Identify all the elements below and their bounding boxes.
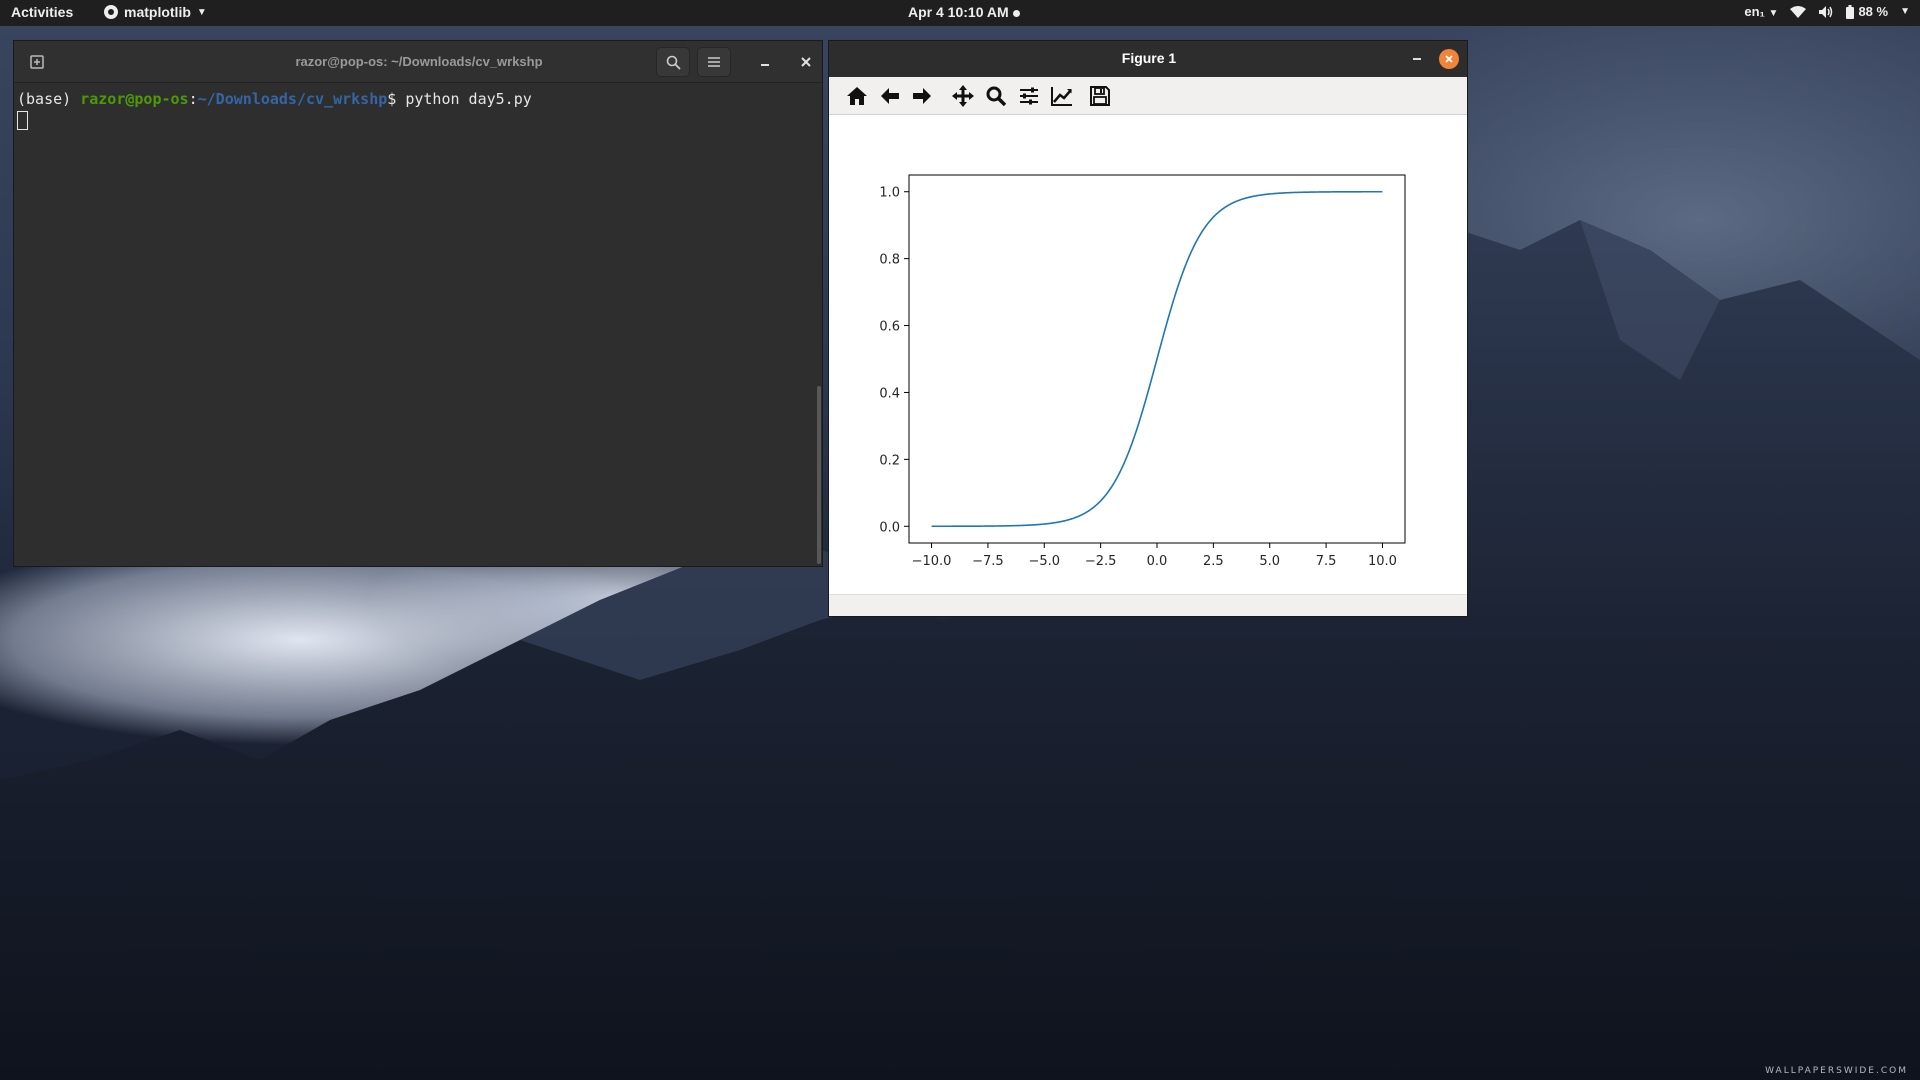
language-label: en₁	[1744, 4, 1765, 19]
app-menu-label: matplotlib	[124, 4, 191, 20]
figure-header[interactable]: Figure 1	[829, 41, 1467, 77]
y-tick-label: 0.8	[879, 253, 900, 268]
y-axis: 0.0 0.2 0.4 0.6 0.8 1.0	[879, 186, 909, 535]
subplots-button[interactable]	[1016, 84, 1042, 108]
wallpaper-watermark: WALLPAPERSWIDE.COM	[1765, 1066, 1908, 1076]
terminal-header[interactable]: razor@pop-os: ~/Downloads/cv_wrkshp	[14, 41, 822, 83]
forward-button[interactable]	[909, 84, 935, 108]
terminal-close-button[interactable]	[795, 51, 817, 73]
figure-close-button[interactable]	[1439, 49, 1459, 69]
back-arrow-icon	[881, 88, 899, 104]
pan-button[interactable]	[950, 84, 976, 108]
figure-title: Figure 1	[1121, 50, 1177, 66]
terminal-minimize-button[interactable]	[754, 51, 776, 73]
save-button[interactable]	[1087, 84, 1113, 108]
minimize-icon	[761, 64, 769, 66]
series-line	[931, 190, 1383, 528]
minimize-icon	[1413, 58, 1421, 60]
subplots-icon	[1020, 87, 1038, 105]
figure-canvas[interactable]: −10.0 −7.5 −5.0 −2.5 0.0 2.5 5.0 7.5 10.0 0.0 0.2…	[829, 116, 1467, 594]
x-tick-label: 5.0	[1259, 554, 1280, 569]
clock-label: Apr 4 10:10 AM	[908, 4, 1009, 20]
app-menu[interactable]: matplotlib ▼	[104, 4, 207, 20]
prompt-env: (base)	[17, 90, 81, 108]
terminal-search-button[interactable]	[656, 47, 690, 77]
wifi-icon	[1790, 5, 1807, 18]
x-axis: −10.0 −7.5 −5.0 −2.5 0.0 2.5 5.0 7.5 10.0	[912, 543, 1397, 569]
y-tick-label: 0.6	[879, 320, 900, 335]
activities-button[interactable]: Activities	[11, 4, 74, 20]
zoom-button[interactable]	[983, 84, 1009, 108]
battery-icon	[1846, 4, 1855, 19]
chevron-down-icon: ▼	[1768, 8, 1779, 19]
prompt-path: ~/Downloads/cv_wrkshp	[197, 90, 388, 108]
terminal-output[interactable]: (base) razor@pop-os:~/Downloads/cv_wrksh…	[16, 85, 816, 565]
y-tick-label: 1.0	[879, 186, 900, 201]
terminal-command: python day5.py	[405, 90, 532, 108]
home-icon	[847, 87, 867, 105]
terminal-scrollbar[interactable]	[817, 386, 821, 564]
close-icon	[1445, 55, 1453, 63]
battery-indicator: 88 %	[1846, 4, 1888, 19]
zoom-icon	[986, 86, 1006, 106]
figure-toolbar	[829, 77, 1467, 115]
terminal-cursor	[17, 111, 28, 130]
edit-axis-icon	[1051, 87, 1072, 106]
close-icon	[801, 57, 811, 67]
prompt-dollar: $	[387, 90, 406, 108]
figure-window[interactable]: Figure 1	[828, 40, 1468, 617]
y-tick-label: 0.2	[879, 453, 900, 468]
pan-icon	[952, 85, 974, 107]
top-bar: Activities matplotlib ▼ Apr 4 10:10 AM e…	[0, 0, 1920, 26]
edit-axis-button[interactable]	[1049, 84, 1075, 108]
y-tick-label: 0.4	[879, 386, 900, 401]
app-gear-icon	[104, 5, 118, 19]
language-indicator[interactable]: en₁ ▼	[1744, 4, 1778, 19]
system-tray[interactable]: en₁ ▼ 88 % ▼	[1744, 4, 1910, 19]
x-tick-label: 10.0	[1368, 554, 1397, 569]
x-tick-label: 0.0	[1147, 554, 1168, 569]
prompt-user: razor@pop-os	[80, 90, 189, 108]
battery-label: 88 %	[1858, 4, 1889, 19]
home-button[interactable]	[844, 84, 870, 108]
terminal-title: razor@pop-os: ~/Downloads/cv_wrkshp	[295, 54, 543, 69]
notification-dot-icon	[1012, 9, 1020, 17]
search-icon	[666, 55, 681, 70]
terminal-window[interactable]: razor@pop-os: ~/Downloads/cv_wrkshp (bas…	[13, 40, 823, 567]
save-icon	[1090, 86, 1110, 106]
x-tick-label: −7.5	[972, 554, 1004, 569]
terminal-menu-button[interactable]	[697, 47, 731, 77]
new-tab-button[interactable]	[24, 50, 50, 74]
clock[interactable]: Apr 4 10:10 AM	[908, 4, 1020, 20]
chevron-down-icon: ▼	[1900, 6, 1910, 17]
terminal-prompt-line: (base) razor@pop-os:~/Downloads/cv_wrksh…	[17, 89, 816, 109]
x-tick-label: 7.5	[1316, 554, 1337, 569]
figure-minimize-button[interactable]	[1407, 49, 1427, 69]
figure-statusbar	[829, 594, 1467, 616]
forward-arrow-icon	[913, 88, 931, 104]
back-button[interactable]	[877, 84, 903, 108]
y-tick-label: 0.0	[879, 520, 900, 535]
volume-icon	[1819, 5, 1833, 18]
x-tick-label: 2.5	[1203, 554, 1224, 569]
x-tick-label: −5.0	[1028, 554, 1060, 569]
prompt-separator: :	[188, 90, 198, 108]
terminal-cursor-line	[17, 109, 816, 130]
chevron-down-icon: ▼	[196, 6, 207, 18]
new-tab-icon	[30, 55, 44, 69]
hamburger-menu-icon	[708, 57, 720, 67]
sigmoid-plot[interactable]: −10.0 −7.5 −5.0 −2.5 0.0 2.5 5.0 7.5 10.0 0.0 0.2…	[829, 116, 1467, 594]
x-tick-label: −10.0	[912, 554, 952, 569]
x-tick-label: −2.5	[1085, 554, 1117, 569]
